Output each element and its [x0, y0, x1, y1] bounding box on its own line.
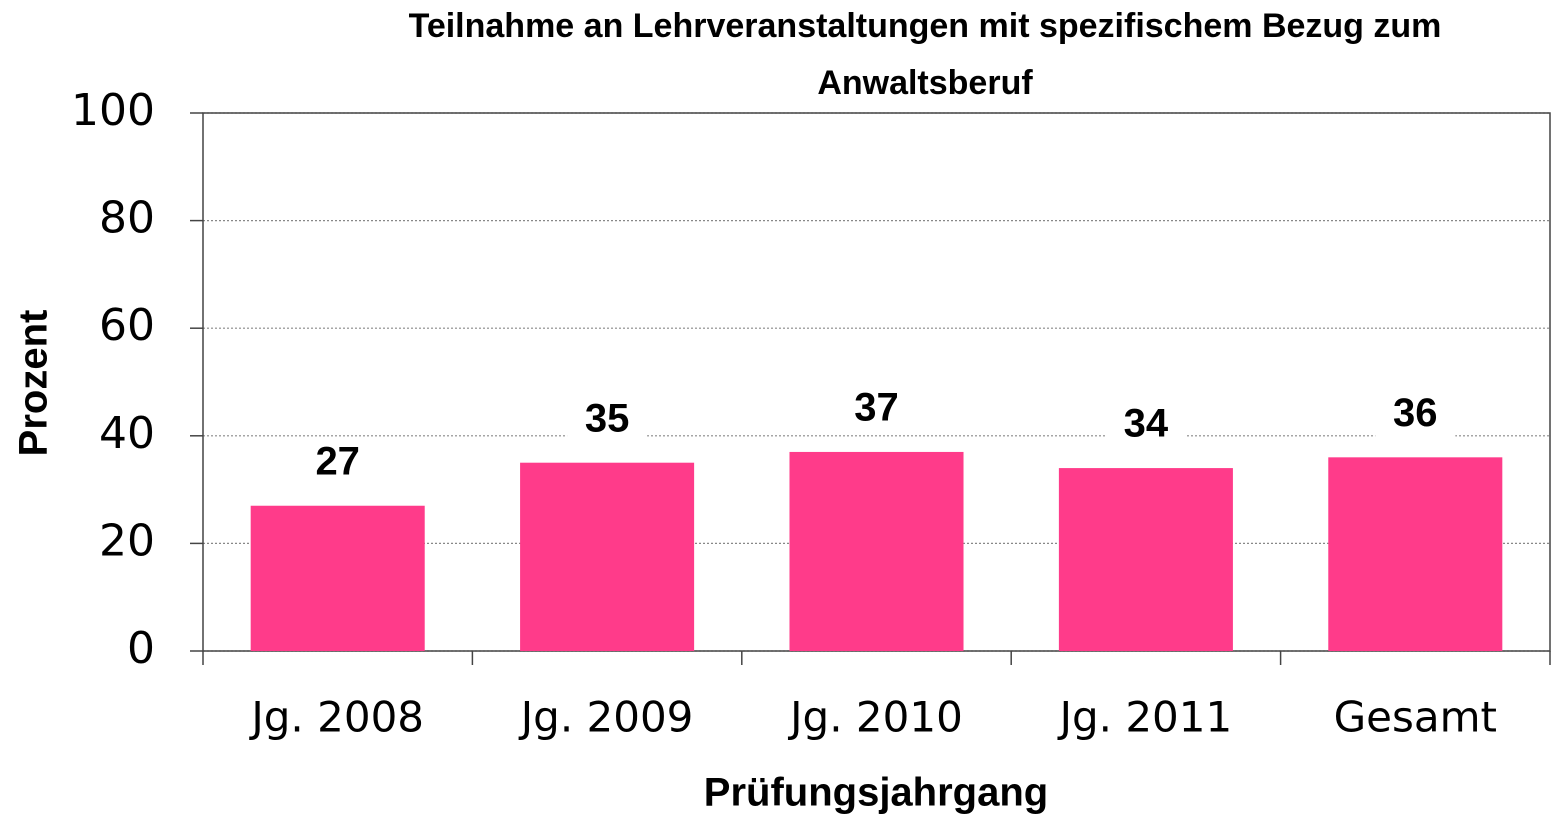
y-tick-label: 80 [99, 193, 155, 244]
data-label-bg [567, 396, 648, 445]
data-label-bg [297, 439, 378, 488]
data-label: 36 [1393, 391, 1438, 435]
bar [1058, 468, 1233, 651]
chart-title: Anwaltsberuf [817, 64, 1033, 102]
x-tick-label: Jg. 2009 [518, 693, 694, 742]
data-label: 37 [854, 386, 899, 430]
x-tick-label: Jg. 2008 [248, 693, 424, 742]
x-tick-label: Jg. 2010 [787, 693, 963, 742]
data-label: 34 [1124, 402, 1169, 446]
y-tick-label: 100 [71, 85, 155, 136]
data-label: 27 [315, 439, 360, 483]
chart-title: Teilnahme an Lehrveranstaltungen mit spe… [409, 7, 1442, 45]
y-axis-title: Prozent [12, 310, 56, 457]
bar [250, 505, 425, 651]
data-label: 35 [585, 396, 630, 440]
y-tick-label: 0 [127, 623, 155, 674]
data-label-bg [836, 385, 917, 434]
data-label-bg [1105, 402, 1186, 451]
y-tick-label: 40 [99, 408, 155, 459]
x-tick-label: Gesamt [1334, 693, 1497, 742]
bar [520, 462, 695, 651]
y-tick-label: 60 [99, 300, 155, 351]
x-tick-label: Jg. 2011 [1057, 693, 1233, 742]
bar [789, 451, 964, 651]
data-label-bg [1375, 391, 1456, 440]
x-axis-title: Prüfungsjahrgang [704, 771, 1048, 815]
bar [1328, 457, 1503, 651]
y-tick-label: 20 [99, 515, 155, 566]
